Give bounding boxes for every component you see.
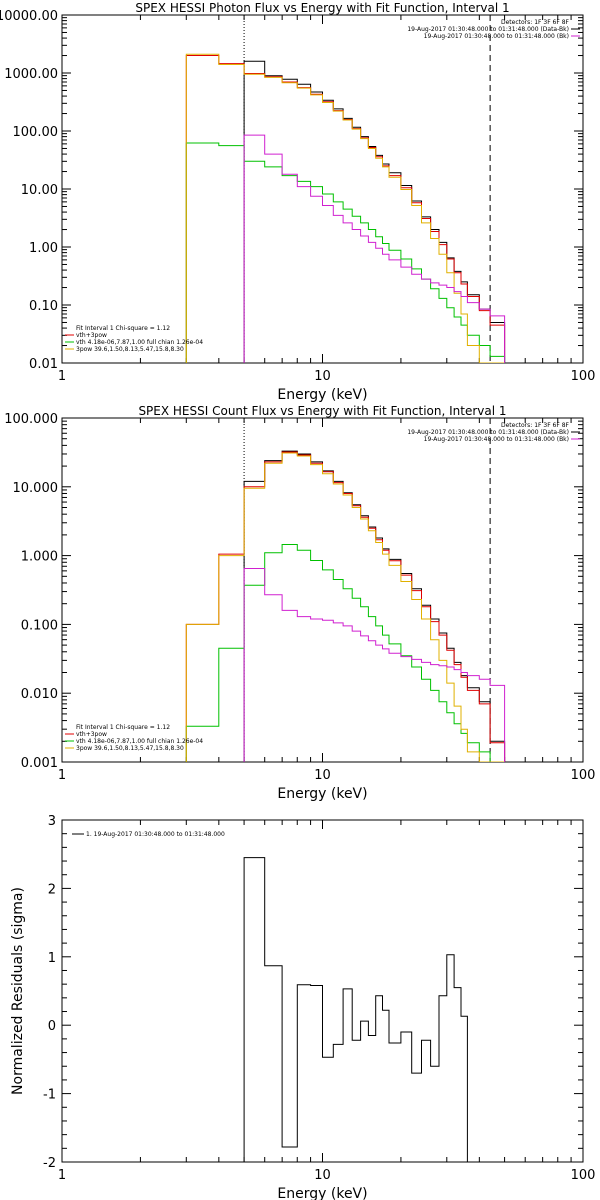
y-tick-label: 0.100 bbox=[21, 618, 58, 633]
plot-data bbox=[243, 857, 505, 1162]
y-tick-label: 3 bbox=[48, 814, 56, 829]
x-tick-label: 10 bbox=[314, 1168, 331, 1183]
y-tick-label: 10000.00 bbox=[0, 9, 58, 24]
legend-text: vth 4.18e-06,7.87,1.00 full chian 1.26e-… bbox=[76, 339, 203, 346]
y-tick-label: 10.000 bbox=[13, 481, 59, 496]
x-tick-label: 1 bbox=[58, 768, 66, 783]
series-3-histogram bbox=[185, 53, 505, 363]
legend-text: Detectors: 1F 3F 6F 8F bbox=[501, 422, 570, 429]
x-tick-label: 100 bbox=[571, 1168, 596, 1183]
legend-text: Fit Interval 1 Chi-square = 1.12 bbox=[76, 325, 170, 332]
x-axis-label: Energy (keV) bbox=[277, 387, 367, 403]
y-tick-label: -1 bbox=[43, 1088, 56, 1103]
series-2-histogram bbox=[185, 142, 506, 363]
x-tick-label: 10 bbox=[314, 768, 331, 783]
y-tick-label: 0.010 bbox=[21, 687, 58, 702]
legend-text: 19-Aug-2017 01:30:48.000 to 01:31:48.000… bbox=[424, 436, 569, 443]
y-tick-label: 10.00 bbox=[21, 183, 58, 198]
legend-text: Fit Interval 1 Chi-square = 1.12 bbox=[76, 724, 170, 731]
x-axis-label: Energy (keV) bbox=[277, 1186, 367, 1200]
x-axis-label: Energy (keV) bbox=[277, 786, 367, 802]
series-4-histogram bbox=[243, 568, 506, 762]
y-tick-label: 0.001 bbox=[21, 756, 58, 771]
plot-data bbox=[185, 53, 506, 363]
y-tick-label: 1 bbox=[48, 951, 56, 966]
x-tick-label: 1 bbox=[58, 1168, 66, 1183]
legend-text: Detectors: 1F 3F 6F 8F bbox=[501, 19, 570, 26]
legend-text: 3pow 39.6,1.50,8.13,5.47,15.8,8.30 bbox=[76, 346, 184, 353]
legend-text: vth+3pow bbox=[76, 731, 107, 738]
y-tick-label: 0 bbox=[48, 1019, 56, 1034]
series-0-histogram bbox=[243, 450, 506, 762]
x-tick-label: 100 bbox=[571, 369, 596, 384]
x-tick-label: 10 bbox=[314, 369, 331, 384]
y-tick-label: -2 bbox=[43, 1156, 56, 1171]
chart-title: SPEX HESSI Photon Flux vs Energy with Fi… bbox=[135, 1, 509, 15]
legend-text: 19-Aug-2017 01:30:48.000 to 01:31:48.000… bbox=[407, 429, 569, 436]
legend-text: vth 4.18e-06,7.87,1.00 full chian 1.26e-… bbox=[76, 738, 203, 745]
series-0-histogram bbox=[243, 857, 505, 1162]
residuals-chart: 1 10 100 -2 -1 0 1 2 3 Energy (keV) Normalized Res… bbox=[10, 814, 595, 1200]
legend-text: 19-Aug-2017 01:30:48.000 to 01:31:48.000… bbox=[424, 33, 569, 40]
y-tick-label: 100.00 bbox=[13, 125, 59, 140]
photon-flux-chart: 1 10 100 0.01 0.10 1.00 10.00 100.00 1000.00 1000… bbox=[0, 1, 595, 403]
legend-text: 19-Aug-2017 01:30:48.000 to 01:31:48.000… bbox=[407, 26, 569, 33]
y-tick-label: 0.10 bbox=[29, 299, 58, 314]
legend-text: 1. 19-Aug-2017 01:30:48.000 to 01:31:48.… bbox=[86, 831, 225, 838]
y-tick-label: 1.000 bbox=[21, 550, 58, 565]
count-flux-chart: 1 10 100 0.001 0.010 0.100 1.000 10.000 100.000 S… bbox=[4, 404, 595, 802]
y-tick-label: 0.01 bbox=[29, 357, 58, 372]
series-4-histogram bbox=[243, 134, 506, 363]
y-tick-label: 100.000 bbox=[4, 412, 58, 427]
series-3-histogram bbox=[185, 452, 505, 762]
y-tick-label: 1.00 bbox=[29, 241, 58, 256]
series-1-histogram bbox=[185, 55, 506, 363]
series-2-histogram bbox=[185, 544, 505, 762]
series-0-histogram bbox=[243, 60, 506, 363]
y-axis-label: Normalized Residuals (sigma) bbox=[10, 887, 26, 1095]
chart-title: SPEX HESSI Count Flux vs Energy with Fit… bbox=[138, 404, 506, 418]
legend-text: 3pow 39.6,1.50,8.13,5.47,15.8,8.30 bbox=[76, 745, 184, 752]
series-1-histogram bbox=[185, 451, 506, 762]
plot-data bbox=[185, 450, 506, 762]
x-tick-label: 1 bbox=[58, 369, 66, 384]
legend-text: vth+3pow bbox=[76, 332, 107, 339]
x-tick-label: 100 bbox=[571, 768, 596, 783]
y-tick-label: 1000.00 bbox=[4, 67, 58, 82]
y-tick-label: 2 bbox=[48, 882, 56, 897]
